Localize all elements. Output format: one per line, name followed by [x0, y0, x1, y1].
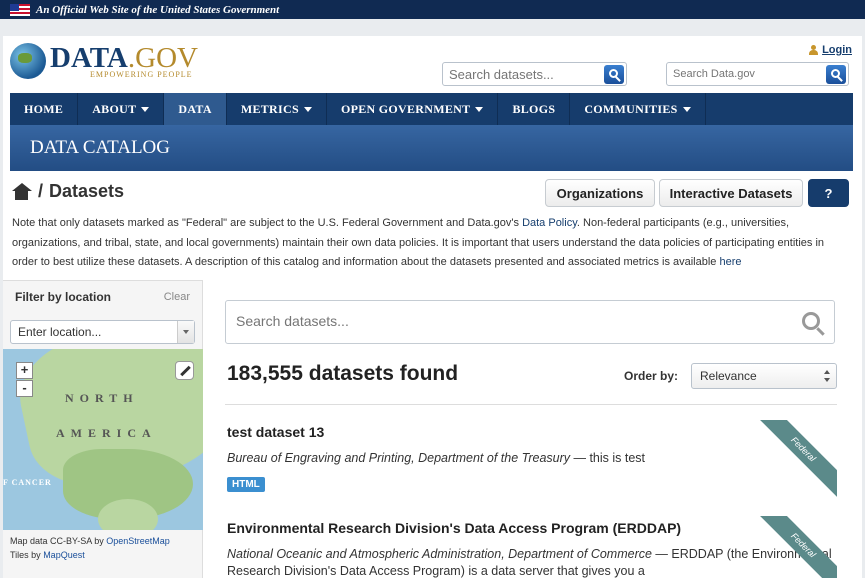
caret-down-icon: [303, 106, 312, 112]
chevron-down-icon: [177, 321, 194, 343]
organizations-button[interactable]: Organizations: [545, 179, 655, 207]
select-arrows-icon: [824, 370, 830, 382]
dataset-org: National Oceanic and Atmospheric Adminis…: [227, 547, 652, 561]
main-search-box: [225, 300, 835, 344]
site-header: DATA.GOV EMPOWERING PEOPLE Login: [3, 36, 862, 93]
order-value: Relevance: [700, 369, 757, 383]
format-badge[interactable]: HTML: [227, 477, 265, 492]
federal-ribbon: Federal: [757, 516, 837, 578]
logo-dot: .: [127, 41, 136, 74]
location-select[interactable]: Enter location...: [10, 320, 195, 344]
nav-label: ABOUT: [92, 101, 137, 116]
results-count: 183,555 datasets found: [227, 362, 459, 385]
nav-item-about[interactable]: ABOUT: [78, 93, 165, 125]
mapquest-link[interactable]: MapQuest: [43, 550, 85, 560]
dataset-search-button[interactable]: [604, 65, 624, 84]
page: DATA.GOV EMPOWERING PEOPLE Login HOME AB…: [3, 36, 862, 578]
catalog-title: DATA CATALOG: [30, 137, 170, 158]
credit-text: Tiles by: [10, 550, 44, 560]
location-map[interactable]: NORTH AMERICA F CANCER + -: [3, 349, 203, 530]
nav-item-data[interactable]: DATA: [164, 93, 227, 125]
federal-ribbon: Federal: [757, 420, 837, 500]
dataset-title[interactable]: test dataset 13: [227, 424, 325, 440]
divider: [225, 404, 837, 405]
main-nav: HOME ABOUT DATA METRICS OPEN GOVERNMENT …: [10, 93, 853, 125]
data-policy-link[interactable]: Data Policy: [522, 217, 577, 229]
breadcrumb-current: Datasets: [49, 181, 125, 201]
nav-item-metrics[interactable]: METRICS: [227, 93, 327, 125]
breadcrumb-separator: /: [38, 181, 44, 201]
site-search-button[interactable]: [826, 65, 846, 84]
nav-label: HOME: [24, 101, 64, 116]
home-icon[interactable]: [12, 183, 32, 200]
map-label-north: NORTH: [65, 391, 139, 405]
nav-item-open-government[interactable]: OPEN GOVERNMENT: [327, 93, 499, 125]
logo-tagline: EMPOWERING PEOPLE: [90, 69, 193, 79]
site-search-input[interactable]: [667, 68, 817, 80]
caret-down-icon: [682, 106, 691, 112]
dataset-desc: — ERDDAP (the Environmental Research Div…: [227, 547, 832, 578]
search-icon[interactable]: [802, 312, 820, 330]
caret-down-icon: [475, 106, 484, 112]
here-link[interactable]: here: [719, 256, 742, 268]
location-placeholder: Enter location...: [18, 325, 102, 339]
gov-banner-text: An Official Web Site of the United State…: [36, 3, 280, 16]
help-button[interactable]: ?: [808, 179, 849, 207]
site-search-box: [666, 62, 849, 86]
dataset-title[interactable]: Environmental Research Division's Data A…: [227, 520, 682, 536]
interactive-datasets-button[interactable]: Interactive Datasets: [659, 179, 803, 207]
zoom-in-button[interactable]: +: [16, 362, 33, 379]
data-policy-notice: Note that only datasets marked as "Feder…: [12, 214, 847, 273]
login-link[interactable]: Login: [809, 44, 852, 56]
pencil-icon[interactable]: [175, 361, 194, 380]
datagov-logo[interactable]: DATA.GOV EMPOWERING PEOPLE: [10, 43, 198, 79]
zoom-out-button[interactable]: -: [16, 380, 33, 397]
us-flag-icon: [10, 3, 30, 16]
search-icon: [608, 69, 618, 78]
dataset-desc: — this is test: [570, 451, 646, 465]
dataset-org: Bureau of Engraving and Printing, Depart…: [227, 451, 571, 465]
map-label-america: AMERICA: [56, 426, 157, 440]
filter-title: Filter by location: [15, 290, 112, 304]
nav-label: BLOGS: [512, 101, 556, 116]
dataset-item: Environmental Research Division's Data A…: [227, 520, 837, 578]
nav-item-blogs[interactable]: BLOGS: [498, 93, 571, 125]
order-label: Order by:: [624, 369, 679, 383]
nav-label: COMMUNITIES: [584, 101, 678, 116]
nav-label: DATA: [178, 101, 212, 116]
nav-item-communities[interactable]: COMMUNITIES: [570, 93, 706, 125]
dataset-search-box: [442, 62, 627, 86]
nav-label: OPEN GOVERNMENT: [340, 101, 471, 116]
openstreetmap-link[interactable]: OpenStreetMap: [106, 536, 170, 546]
login-label: Login: [822, 44, 852, 56]
breadcrumb: / Datasets: [12, 181, 124, 202]
dataset-search-input[interactable]: [443, 66, 593, 82]
globe-icon: [10, 43, 46, 79]
federal-ribbon-label: Federal: [757, 420, 837, 499]
credit-text: Map data CC-BY-SA by: [10, 536, 107, 546]
main-search-input[interactable]: [236, 313, 776, 329]
search-icon: [830, 69, 840, 78]
notice-text: Note that only datasets marked as "Feder…: [12, 217, 523, 229]
clear-link[interactable]: Clear: [163, 291, 190, 303]
user-icon: [809, 45, 819, 55]
catalog-bar: DATA CATALOG: [10, 125, 853, 171]
map-credit: Map data CC-BY-SA by OpenStreetMap Tiles…: [10, 534, 200, 562]
map-label-cancer: F CANCER: [3, 478, 52, 487]
federal-ribbon-label: Federal: [757, 516, 837, 578]
logo-main-text: DATA: [50, 41, 128, 74]
order-select[interactable]: Relevance: [691, 363, 837, 389]
nav-item-home[interactable]: HOME: [10, 93, 79, 125]
notice-text: . Non-federal participants (e.g., univer…: [12, 217, 825, 268]
gov-banner: An Official Web Site of the United State…: [0, 0, 865, 19]
dataset-item: test dataset 13 Bureau of Engraving and …: [227, 424, 837, 492]
logo-gov-text: GOV: [135, 41, 198, 74]
nav-label: METRICS: [240, 101, 299, 116]
caret-down-icon: [141, 106, 150, 112]
location-filter-sidebar: Filter by location Clear Enter location.…: [3, 280, 203, 578]
